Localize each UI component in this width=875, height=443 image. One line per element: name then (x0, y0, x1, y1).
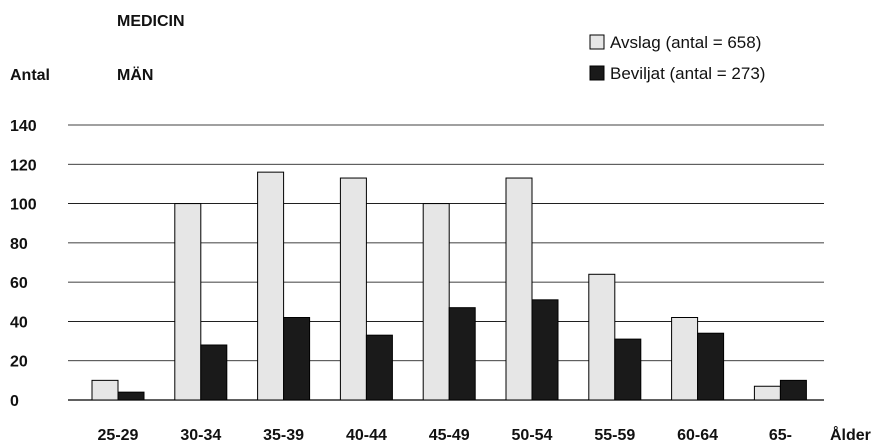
x-tick-label: 55-59 (594, 427, 635, 443)
x-tick-label: 45-49 (429, 427, 470, 443)
bar-beviljat (614, 338, 642, 401)
bar-avslag (588, 273, 616, 401)
bar-beviljat (448, 307, 476, 401)
x-tick-label: 30-34 (180, 427, 221, 443)
x-tick-label: 65- (769, 427, 792, 443)
chart-title: MEDICIN (117, 13, 185, 30)
x-tick-labels: 25-29 30-34 35-39 40-44 45-49 50-54 55-59 60-64… (98, 427, 792, 443)
y-tick-label: 80 (10, 236, 28, 253)
y-tick-label: 20 (10, 354, 28, 371)
y-tick-label: 140 (10, 118, 37, 135)
bar-avslag (671, 317, 699, 401)
bar-avslag (91, 379, 119, 401)
x-axis-label: Ålder (830, 425, 871, 443)
y-tick-labels: 0 20 40 60 80 100 120 140 (10, 118, 37, 410)
y-tick-label: 40 (10, 314, 28, 331)
bar-beviljat (200, 344, 228, 401)
bar-avslag (422, 203, 450, 401)
bar-beviljat (779, 379, 807, 401)
legend-swatch-avslag (589, 34, 605, 50)
bar-beviljat (697, 332, 725, 401)
bar-avslag (257, 171, 285, 401)
x-tick-label: 25-29 (98, 427, 139, 443)
bar-beviljat (365, 334, 393, 401)
bar-beviljat (531, 299, 559, 401)
bar-beviljat (117, 391, 145, 401)
bar-avslag (339, 177, 367, 401)
legend: Avslag (antal = 658) Beviljat (antal = 2… (589, 33, 765, 83)
bar-avslag (753, 385, 781, 401)
bar-avslag (174, 203, 202, 401)
x-tick-label: 50-54 (512, 427, 553, 443)
bars (91, 171, 807, 401)
x-tick-label: 40-44 (346, 427, 387, 443)
y-axis-label: Antal (10, 67, 50, 84)
y-tick-label: 0 (10, 393, 19, 410)
legend-swatch-beviljat (589, 65, 605, 81)
legend-label-beviljat: Beviljat (antal = 273) (610, 64, 765, 83)
y-tick-label: 120 (10, 157, 37, 174)
y-tick-label: 60 (10, 275, 28, 292)
legend-label-avslag: Avslag (antal = 658) (610, 33, 761, 52)
bar-beviljat (283, 317, 311, 401)
x-tick-label: 35-39 (263, 427, 304, 443)
chart-subtitle: MÄN (117, 66, 153, 84)
y-tick-label: 100 (10, 197, 37, 214)
x-tick-label: 60-64 (677, 427, 718, 443)
bar-avslag (505, 177, 533, 401)
